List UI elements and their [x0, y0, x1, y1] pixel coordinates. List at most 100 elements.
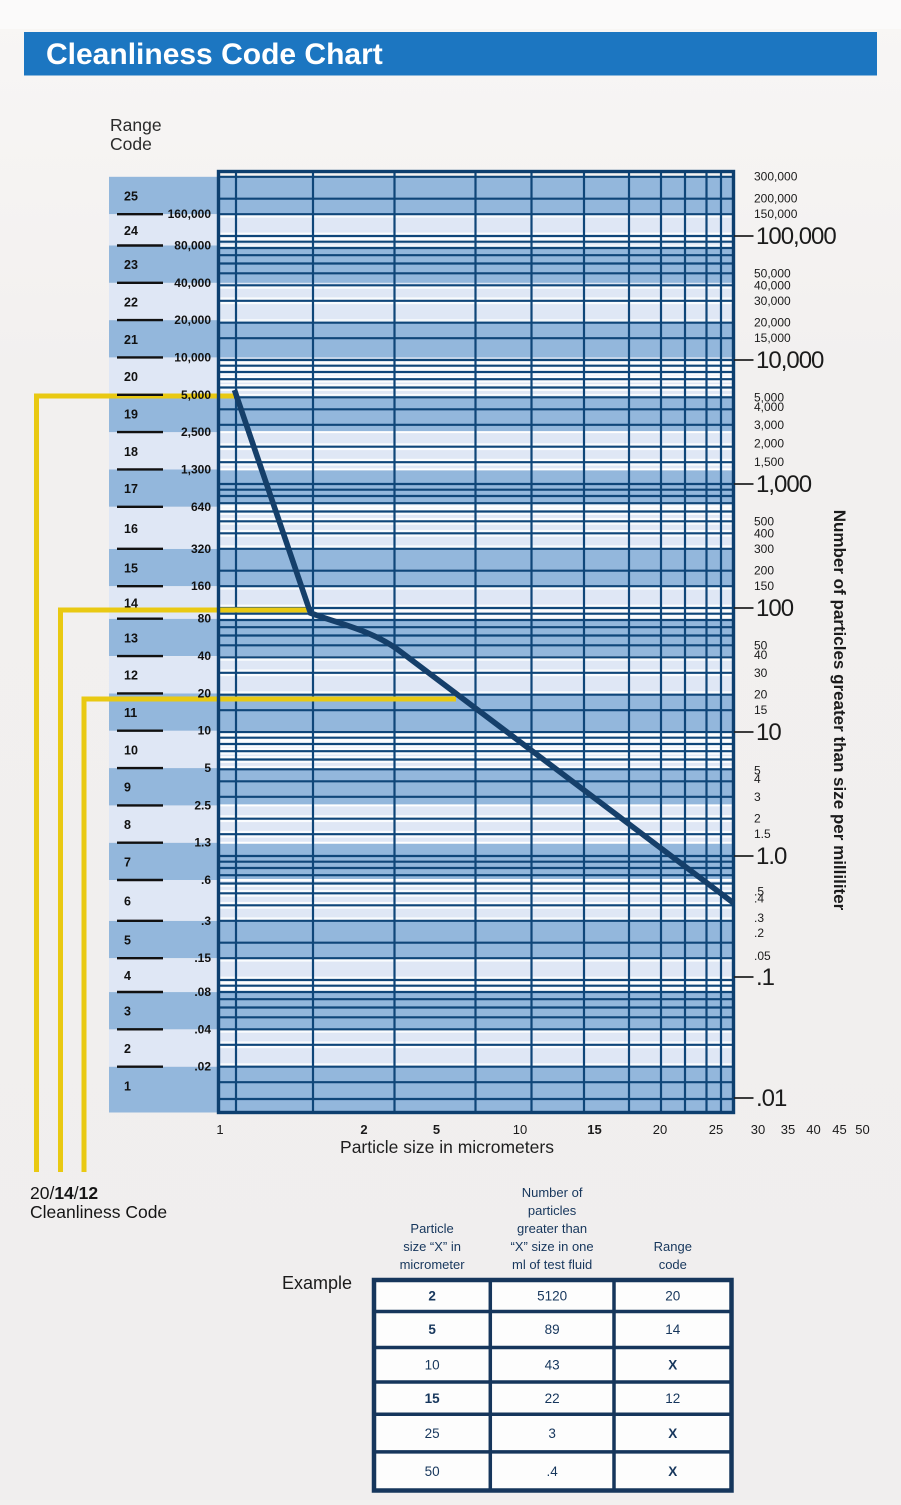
svg-text:200: 200 [754, 564, 774, 578]
svg-text:code: code [659, 1257, 687, 1272]
svg-text:2,500: 2,500 [181, 425, 211, 439]
svg-text:.15: .15 [194, 951, 211, 965]
svg-text:20: 20 [665, 1289, 680, 1304]
svg-text:Number of particles greater th: Number of particles greater than size pe… [830, 510, 849, 911]
svg-text:.6: .6 [201, 873, 211, 887]
svg-text:9: 9 [124, 781, 131, 795]
svg-text:24: 24 [124, 224, 138, 238]
svg-text:1.0: 1.0 [756, 843, 787, 870]
svg-text:.3: .3 [201, 914, 211, 928]
svg-text:2: 2 [428, 1289, 436, 1304]
svg-text:20: 20 [653, 1122, 667, 1137]
svg-text:12: 12 [124, 669, 138, 683]
svg-text:ml of test fluid: ml of test fluid [512, 1257, 592, 1272]
svg-text:.08: .08 [194, 985, 211, 999]
svg-text:160: 160 [191, 579, 211, 593]
svg-text:320: 320 [191, 542, 211, 556]
svg-text:50: 50 [754, 639, 768, 653]
svg-text:“X” size in one: “X” size in one [511, 1239, 594, 1254]
svg-text:1.5: 1.5 [754, 827, 771, 841]
svg-text:6: 6 [124, 894, 131, 908]
svg-text:640: 640 [191, 500, 211, 514]
svg-text:X: X [668, 1464, 677, 1479]
svg-text:10: 10 [425, 1358, 440, 1373]
svg-text:19: 19 [124, 407, 138, 421]
svg-text:5: 5 [754, 764, 761, 778]
svg-text:Example: Example [282, 1273, 352, 1293]
svg-text:.5: .5 [754, 885, 764, 899]
svg-text:300: 300 [754, 542, 774, 556]
svg-text:16: 16 [124, 522, 138, 536]
svg-text:30: 30 [751, 1122, 765, 1137]
svg-text:14: 14 [124, 597, 138, 611]
svg-text:50: 50 [425, 1464, 440, 1479]
svg-text:.04: .04 [194, 1022, 211, 1036]
svg-text:X: X [668, 1426, 677, 1441]
svg-text:1: 1 [216, 1122, 223, 1137]
svg-text:10,000: 10,000 [174, 350, 211, 364]
svg-text:22: 22 [545, 1391, 560, 1406]
svg-text:3: 3 [754, 790, 761, 804]
svg-text:1.3: 1.3 [194, 836, 211, 850]
svg-text:X: X [668, 1358, 677, 1373]
svg-text:30: 30 [754, 666, 768, 680]
svg-text:5,000: 5,000 [754, 390, 784, 404]
svg-text:40: 40 [198, 649, 212, 663]
svg-text:20: 20 [198, 686, 212, 700]
svg-text:Range: Range [654, 1239, 692, 1254]
svg-text:Number of: Number of [522, 1185, 583, 1200]
svg-text:10: 10 [513, 1122, 527, 1137]
svg-text:40: 40 [754, 648, 768, 662]
svg-text:1,300: 1,300 [181, 462, 211, 476]
svg-text:160,000: 160,000 [168, 207, 212, 221]
svg-text:2: 2 [754, 812, 761, 826]
svg-text:size “X” in: size “X” in [403, 1239, 461, 1254]
svg-text:17: 17 [124, 482, 138, 496]
svg-text:50: 50 [855, 1122, 869, 1137]
svg-text:micrometer: micrometer [400, 1257, 466, 1272]
svg-text:.4: .4 [754, 892, 764, 906]
svg-text:2: 2 [124, 1042, 131, 1056]
svg-text:30,000: 30,000 [754, 294, 791, 308]
svg-text:10: 10 [756, 719, 781, 746]
svg-text:Range: Range [110, 115, 162, 135]
svg-text:150,000: 150,000 [754, 207, 798, 221]
svg-text:35: 35 [781, 1122, 795, 1137]
svg-text:Particle size in micrometers: Particle size in micrometers [340, 1137, 554, 1157]
svg-text:3,000: 3,000 [754, 418, 784, 432]
svg-text:.05: .05 [754, 949, 771, 963]
svg-text:8: 8 [124, 818, 131, 832]
svg-text:4: 4 [754, 772, 761, 786]
svg-text:.01: .01 [756, 1085, 787, 1112]
svg-text:.4: .4 [546, 1464, 558, 1479]
svg-text:80: 80 [198, 612, 212, 626]
svg-text:20: 20 [124, 370, 138, 384]
svg-text:20,000: 20,000 [174, 313, 211, 327]
svg-text:100,000: 100,000 [756, 223, 836, 250]
svg-text:2.5: 2.5 [194, 798, 211, 812]
svg-text:Cleanliness Code: Cleanliness Code [30, 1202, 167, 1222]
svg-text:4: 4 [124, 969, 131, 983]
svg-text:20: 20 [754, 688, 768, 702]
svg-text:10,000: 10,000 [756, 347, 824, 374]
svg-text:13: 13 [124, 631, 138, 645]
svg-text:89: 89 [545, 1322, 560, 1337]
svg-text:4,000: 4,000 [754, 400, 784, 414]
svg-text:21: 21 [124, 333, 138, 347]
svg-text:Particle: Particle [410, 1221, 453, 1236]
svg-text:10: 10 [198, 724, 212, 738]
svg-text:500: 500 [754, 514, 774, 528]
svg-text:23: 23 [124, 258, 138, 272]
svg-text:12: 12 [665, 1391, 680, 1406]
svg-text:.2: .2 [754, 926, 764, 940]
svg-text:15: 15 [425, 1391, 441, 1406]
svg-text:particles: particles [528, 1203, 577, 1218]
svg-text:greater than: greater than [517, 1221, 587, 1236]
svg-text:3: 3 [124, 1005, 131, 1019]
svg-text:20,000: 20,000 [754, 316, 791, 330]
svg-text:1: 1 [124, 1079, 131, 1093]
svg-text:Code: Code [110, 134, 152, 154]
svg-text:2,000: 2,000 [754, 437, 784, 451]
svg-text:45: 45 [832, 1122, 846, 1137]
svg-text:5: 5 [204, 761, 211, 775]
